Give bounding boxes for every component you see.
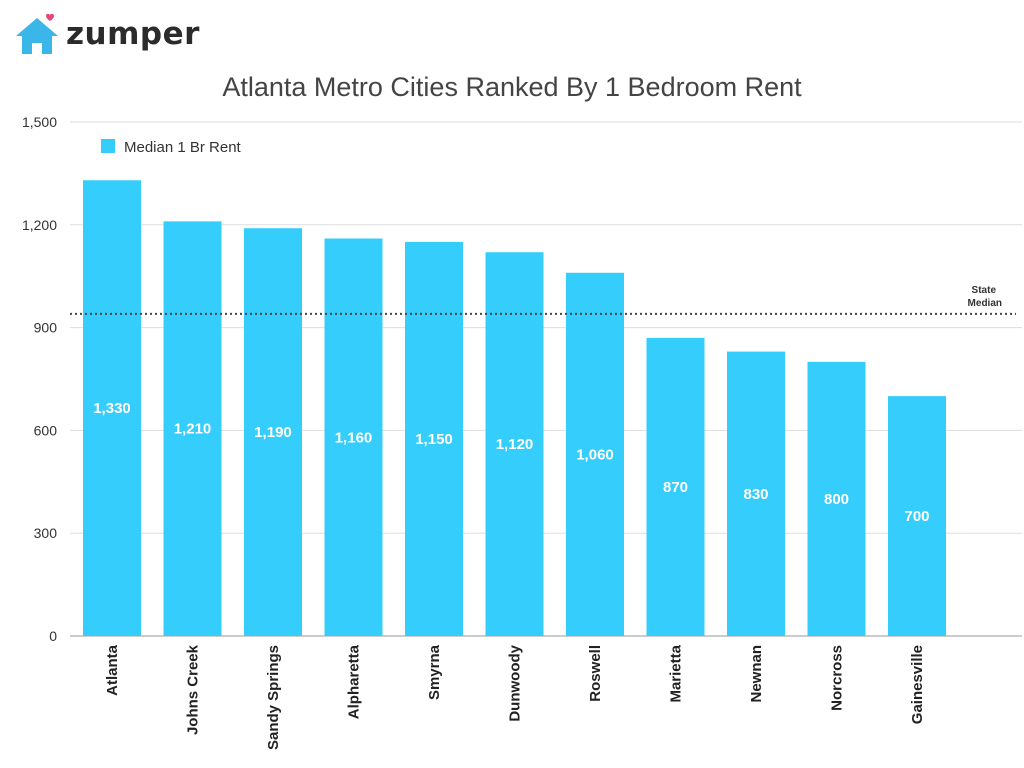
bar: [807, 361, 866, 636]
data-label: 1,190: [254, 424, 292, 441]
y-tick-label: 900: [34, 320, 58, 336]
data-label: 1,060: [576, 446, 614, 463]
bar: [727, 351, 785, 636]
y-tick-label: 1,200: [22, 217, 57, 233]
bar: [888, 396, 946, 636]
x-tick-label: Dunwoody: [507, 644, 524, 721]
brand-name: zumper: [66, 16, 200, 52]
x-tick-label: Johns Creek: [185, 644, 202, 735]
y-tick-label: 1,500: [22, 114, 57, 130]
y-tick-label: 600: [34, 422, 58, 438]
legend-label: Median 1 Br Rent: [124, 139, 242, 156]
y-tick-label: 0: [49, 628, 57, 644]
chart-title: Atlanta Metro Cities Ranked By 1 Bedroom…: [222, 72, 802, 102]
state-median-label: Median: [968, 298, 1002, 309]
bar: [405, 241, 463, 636]
bar: [244, 228, 302, 636]
data-label: 870: [663, 479, 688, 496]
x-tick-label: Marietta: [668, 644, 685, 702]
state-median-label: State: [972, 285, 997, 296]
x-tick-label: Sandy Springs: [265, 645, 282, 750]
bar: [163, 221, 222, 636]
bar: [646, 337, 705, 636]
house-icon: [16, 13, 58, 54]
x-tick-label: Atlanta: [104, 644, 121, 695]
bar: [566, 272, 624, 636]
y-tick-label: 300: [34, 525, 58, 541]
data-label: 1,160: [335, 429, 373, 446]
data-label: 830: [743, 486, 768, 503]
zumper-logo: zumper: [14, 12, 200, 56]
data-label: 1,120: [496, 436, 534, 453]
x-tick-label: Gainesville: [909, 645, 926, 724]
data-label: 1,330: [93, 400, 131, 417]
legend-swatch: [101, 139, 115, 153]
x-tick-label: Roswell: [587, 645, 604, 702]
bar: [485, 252, 544, 637]
x-tick-label: Alpharetta: [346, 644, 363, 719]
data-label: 700: [904, 508, 929, 525]
bar: [83, 180, 141, 636]
x-tick-label: Norcross: [829, 645, 846, 711]
x-tick-label: Newnan: [748, 645, 765, 703]
x-tick-label: Smyrna: [426, 644, 443, 700]
data-label: 1,210: [174, 421, 212, 438]
bar: [324, 238, 383, 637]
data-label: 800: [824, 491, 849, 508]
data-label: 1,150: [415, 431, 453, 448]
